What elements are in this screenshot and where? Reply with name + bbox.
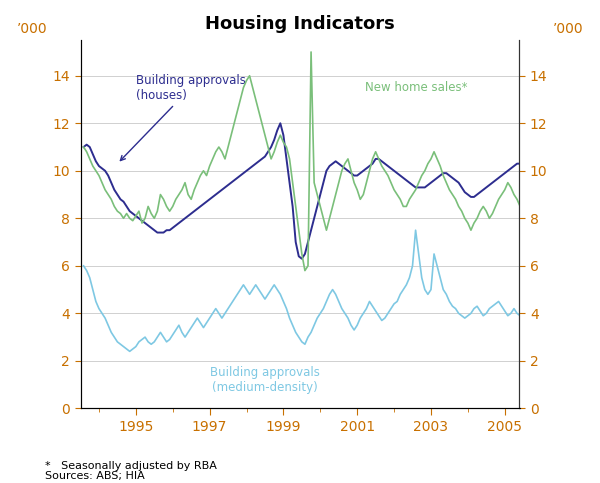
Text: New home sales*: New home sales*: [365, 81, 467, 94]
Text: Building approvals
(houses): Building approvals (houses): [121, 73, 246, 160]
Text: ’000: ’000: [17, 22, 47, 36]
Title: Housing Indicators: Housing Indicators: [205, 15, 395, 33]
Text: Building approvals
(medium-density): Building approvals (medium-density): [210, 366, 320, 394]
Text: *   Seasonally adjusted by RBA: * Seasonally adjusted by RBA: [45, 461, 217, 471]
Text: Sources: ABS; HIA: Sources: ABS; HIA: [45, 470, 145, 481]
Text: ’000: ’000: [553, 22, 583, 36]
